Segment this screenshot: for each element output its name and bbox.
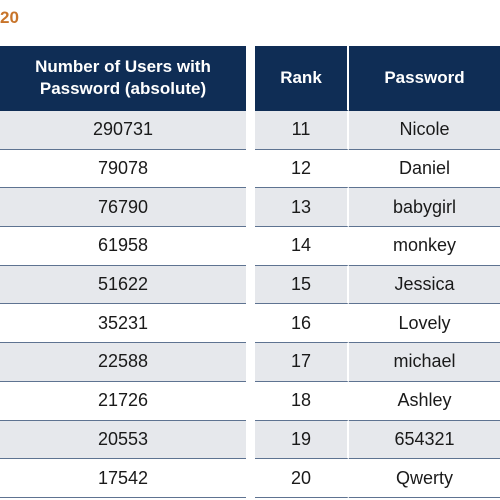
table-row: 22588 [0, 343, 246, 382]
table-row: 79078 [0, 149, 246, 189]
rank-cell: 13 [255, 188, 349, 228]
user-count-header: Number of Users with Password (absolute) [0, 46, 246, 111]
user-count-cell: 79078 [0, 149, 246, 189]
table-row: 13 babygirl [255, 188, 500, 228]
rank-header: Rank [255, 46, 349, 111]
user-count-cell: 17542 [0, 459, 246, 498]
table-row: 76790 [0, 188, 246, 228]
user-count-cell: 290731 [0, 111, 246, 150]
user-count-table: Number of Users with Password (absolute)… [0, 46, 246, 498]
table-row: 14 monkey [255, 227, 500, 266]
rank-cell: 17 [255, 343, 349, 382]
table-row: 17542 [0, 459, 246, 498]
password-cell: michael [349, 343, 500, 382]
user-count-cell: 35231 [0, 304, 246, 344]
password-cell: 654321 [349, 420, 500, 460]
password-cell: Qwerty [349, 459, 500, 498]
password-cell: babygirl [349, 188, 500, 228]
table-row: 21726 [0, 381, 246, 421]
table-row: 15 Jessica [255, 265, 500, 305]
rank-cell: 16 [255, 304, 349, 344]
rank-cell: 20 [255, 459, 349, 498]
table-row: 51622 [0, 265, 246, 305]
user-count-cell: 21726 [0, 381, 246, 421]
rank-cell: 15 [255, 265, 349, 305]
table-row: 20553 [0, 420, 246, 460]
rank-cell: 12 [255, 149, 349, 189]
password-cell: Nicole [349, 111, 500, 150]
table-row: 11 Nicole [255, 111, 500, 150]
user-count-cell: 20553 [0, 420, 246, 460]
table-row: 12 Daniel [255, 149, 500, 189]
table-row: 290731 [0, 111, 246, 150]
table-row: 16 Lovely [255, 304, 500, 344]
table-row: 61958 [0, 227, 246, 266]
user-count-cell: 61958 [0, 227, 246, 266]
table-title-fragment: 20 [0, 8, 19, 27]
rank-cell: 11 [255, 111, 349, 150]
password-ranking-table: Rank Password 11 Nicole 12 Daniel 13 babygirl… [255, 46, 500, 498]
password-header: Password [349, 46, 500, 111]
table-row: 20 Qwerty [255, 459, 500, 498]
password-cell: Ashley [349, 381, 500, 421]
user-count-cell: 22588 [0, 343, 246, 382]
password-cell: monkey [349, 227, 500, 266]
rank-cell: 18 [255, 381, 349, 421]
password-cell: Lovely [349, 304, 500, 344]
table-row: 19 654321 [255, 420, 500, 460]
table-row: 35231 [0, 304, 246, 344]
user-count-cell: 76790 [0, 188, 246, 228]
table-row: 17 michael [255, 343, 500, 382]
password-cell: Jessica [349, 265, 500, 305]
rank-cell: 19 [255, 420, 349, 460]
password-cell: Daniel [349, 149, 500, 189]
rank-cell: 14 [255, 227, 349, 266]
user-count-cell: 51622 [0, 265, 246, 305]
table-row: 18 Ashley [255, 381, 500, 421]
